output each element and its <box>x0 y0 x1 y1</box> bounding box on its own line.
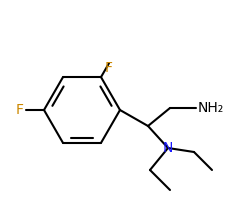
Text: F: F <box>104 61 112 75</box>
Text: N: N <box>162 141 172 155</box>
Text: F: F <box>16 103 24 117</box>
Text: NH₂: NH₂ <box>197 101 223 115</box>
